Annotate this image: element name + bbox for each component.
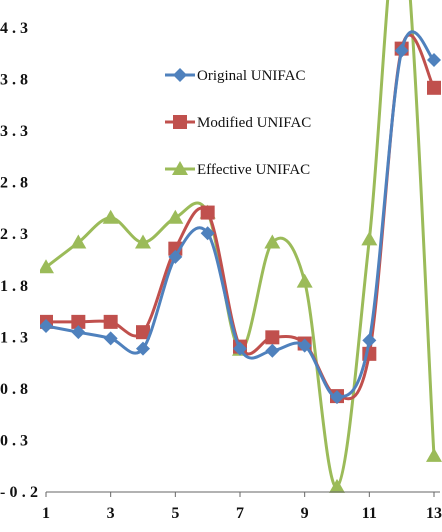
effective-unifac-point [70,234,87,249]
legend-label: Original UNIFAC [197,68,305,84]
legend-swatch-marker [173,115,187,129]
y-tick-label: 0.3 [0,432,28,449]
original-unifac-point [71,325,86,340]
modified-unifac-point [200,205,215,220]
x-tick-label: 9 [301,505,309,522]
series-layer [40,0,442,493]
y-tick-label: 1.8 [0,278,28,295]
effective-unifac-point [102,209,119,224]
x-tick-label: 7 [236,505,244,522]
y-tick-label: 4.3 [0,20,28,37]
y-tick-label: 2.3 [0,226,28,243]
effective-unifac-point [135,234,151,249]
original-unifac-point [168,249,183,264]
legend-label: Effective UNIFAC [197,162,310,178]
y-tick-label: 2.8 [0,175,28,192]
effective-unifac-point [40,259,54,274]
x-tick-label: 3 [107,505,115,522]
modified-unifac-point [427,80,441,95]
original-unifac-point [265,343,280,358]
original-unifac-line [45,30,436,399]
legend: Original UNIFAC Modified UNIFAC Effective … [165,68,311,178]
y-tick-label: 3.3 [0,123,28,140]
x-tick-labels: 1 3 5 7 9 11 13 [42,505,442,522]
y-tick-label: -0.2 [0,484,38,501]
original-unifac-point [40,318,53,333]
modified-unifac-point [71,314,86,329]
original-unifac-point [200,226,215,241]
x-tick-label: 1 [42,505,50,522]
x-tick-label: 5 [171,505,179,522]
x-tick-label: 13 [426,505,442,522]
effective-unifac-point [361,231,378,246]
original-unifac-point [297,338,312,353]
legend-label: Modified UNIFAC [197,115,311,131]
effective-unifac-point [329,478,345,493]
modified-unifac-point [265,330,280,345]
y-axis-tick-marks [45,492,435,497]
y-tick-labels: -0.2 0.3 0.8 1.3 1.8 2.3 2.8 3.3 3.8 4.3 [0,20,38,501]
legend-swatch-marker [173,68,187,82]
x-tick-label: 11 [362,505,377,522]
y-tick-label: 1.3 [0,329,28,346]
original-unifac-point [394,43,409,58]
legend-swatch-marker [172,161,188,175]
modified-unifac-point [136,325,150,340]
original-unifac-point [233,341,247,356]
original-unifac-point [427,52,441,67]
original-unifac-point [362,333,377,348]
modified-unifac-point [103,314,118,329]
original-unifac-point [103,331,118,346]
original-unifac-point [330,390,344,405]
effective-unifac-point [296,273,313,288]
effective-unifac-point [264,234,281,249]
original-unifac-point [136,341,150,356]
y-tick-label: 0.8 [0,381,28,398]
effective-unifac-point [167,209,184,224]
effective-unifac-point [426,447,442,462]
y-tick-label: 3.8 [0,72,28,89]
